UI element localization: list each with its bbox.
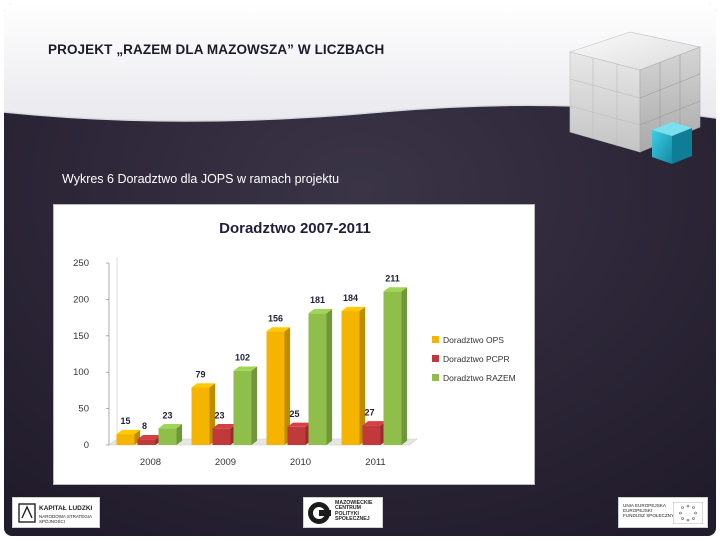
data-label: 15: [120, 416, 130, 426]
legend-swatch: [432, 336, 439, 343]
bar-top: [191, 383, 216, 388]
bar-front: [137, 439, 156, 445]
chart-frame: Doradztwo 2007-2011 0 50 100 150 200 250 2008 2…: [53, 204, 535, 485]
bar-front: [158, 428, 177, 445]
legend-label: Doradztwo RAZEM: [443, 373, 516, 383]
data-label: 23: [214, 410, 224, 420]
bar-front: [341, 311, 360, 445]
logo-left-subtitle: NARODOWA STRATEGIA SPÓJNOŚCI: [39, 514, 92, 524]
logo-right-line-2: EUROPEJSKI: [623, 507, 653, 513]
legend-label: Doradztwo PCPR: [443, 354, 510, 364]
bar-front: [383, 291, 402, 445]
x-tick-label: 2011: [365, 457, 385, 468]
bar-front: [362, 425, 381, 445]
bar-front: [191, 387, 210, 445]
bar: [158, 424, 183, 445]
bar-top: [287, 422, 312, 427]
bar-top: [341, 306, 366, 312]
legend-swatch: [432, 355, 439, 362]
bar-side: [359, 306, 366, 445]
eu-logo: UNIA EUROPEJSKA EUROPEJSKI FUNDUSZ SPOŁE…: [618, 497, 708, 528]
chart-bars: 15 8 23 79 23 102 156 25 181 184 27 211: [116, 273, 408, 445]
data-label: 211: [385, 273, 400, 283]
logo-right-line-1: UNIA EUROPEJSKA: [623, 503, 666, 508]
cube-decoration-icon: [568, 31, 702, 164]
bar-top: [266, 327, 291, 332]
logo-left-title: KAPITAŁ LUDZKI: [39, 505, 93, 512]
bar-top: [233, 366, 258, 371]
chart-legend: Doradztwo OPS Doradztwo PCPR Doradztwo RAZ…: [432, 335, 516, 383]
data-label: 27: [364, 407, 374, 417]
data-label: 23: [162, 410, 172, 420]
legend-label: Doradztwo OPS: [443, 335, 504, 345]
data-label: 8: [142, 421, 147, 431]
slide-title: PROJEKT „RAZEM DLA MAZOWSZA” W LICZBACH: [48, 42, 385, 57]
bar: [116, 429, 141, 445]
bar-top: [116, 429, 141, 435]
bar-front: [233, 370, 252, 445]
kapital-ludzki-icon: [18, 503, 36, 523]
logo-right-line-3: FUNDUSZ SPOŁECZNY: [623, 512, 675, 518]
x-tick-label: 2010: [290, 457, 311, 468]
bar-top: [137, 434, 162, 440]
data-label: 156: [268, 313, 283, 323]
logo-center-line-2: CENTRUM: [335, 505, 361, 512]
mcps-icon: [308, 502, 331, 524]
bar-side: [251, 366, 258, 445]
bar: [362, 421, 387, 445]
bar-front: [116, 434, 135, 445]
chart-title: Doradztwo 2007-2011: [219, 220, 371, 237]
bar-side: [284, 327, 291, 445]
bar: [383, 287, 408, 445]
data-label: 184: [343, 293, 358, 303]
bar-front: [287, 426, 306, 445]
bar: [266, 327, 291, 445]
legend-swatch: [432, 374, 439, 381]
chart-caption: Wykres 6 Doradztwo dla JOPS w ramach pro…: [62, 172, 340, 186]
bar-side: [401, 287, 408, 445]
bar: [233, 366, 258, 445]
x-tick-label: 2009: [215, 457, 236, 468]
bar-side: [176, 424, 183, 445]
y-tick-label: 200: [73, 294, 89, 305]
logo-center-line-1: MAZOWIECKIE: [335, 500, 373, 506]
bar-front: [212, 428, 231, 445]
eu-flag-icon: [673, 502, 703, 524]
bar-chart: Doradztwo 2007-2011 0 50 100 150 200 250 2008 2…: [73, 220, 516, 468]
y-tick-label: 100: [73, 367, 89, 378]
y-tick-label: 250: [73, 258, 89, 269]
bar-top: [362, 421, 387, 426]
y-tick-label: 150: [73, 331, 89, 342]
bar-front: [266, 331, 285, 445]
y-tick-label: 50: [78, 404, 89, 415]
bar-top: [383, 287, 408, 292]
bar: [308, 309, 333, 445]
bar: [191, 383, 216, 445]
logo-center-line-4: SPOŁECZNEJ: [335, 516, 370, 523]
kapital-ludzki-logo: KAPITAŁ LUDZKI NARODOWA STRATEGIA SPÓJNO…: [12, 497, 100, 528]
bar-front: [308, 313, 327, 445]
x-tick-label: 2008: [140, 457, 161, 468]
data-label: 79: [195, 369, 205, 379]
bar-top: [212, 424, 237, 429]
mcps-logo: MAZOWIECKIE CENTRUM POLITYKI SPOŁECZNEJ: [303, 497, 383, 528]
bar: [212, 424, 237, 445]
data-label: 181: [310, 295, 325, 305]
data-label: 102: [235, 353, 250, 363]
data-label: 25: [289, 409, 299, 419]
bar-side: [326, 309, 333, 445]
bar: [341, 306, 366, 445]
logo-center-line-3: POLITYKI: [335, 510, 359, 517]
bar: [287, 422, 312, 445]
y-tick-label: 0: [84, 440, 89, 451]
bar-top: [308, 309, 333, 314]
bar-top: [158, 424, 183, 429]
